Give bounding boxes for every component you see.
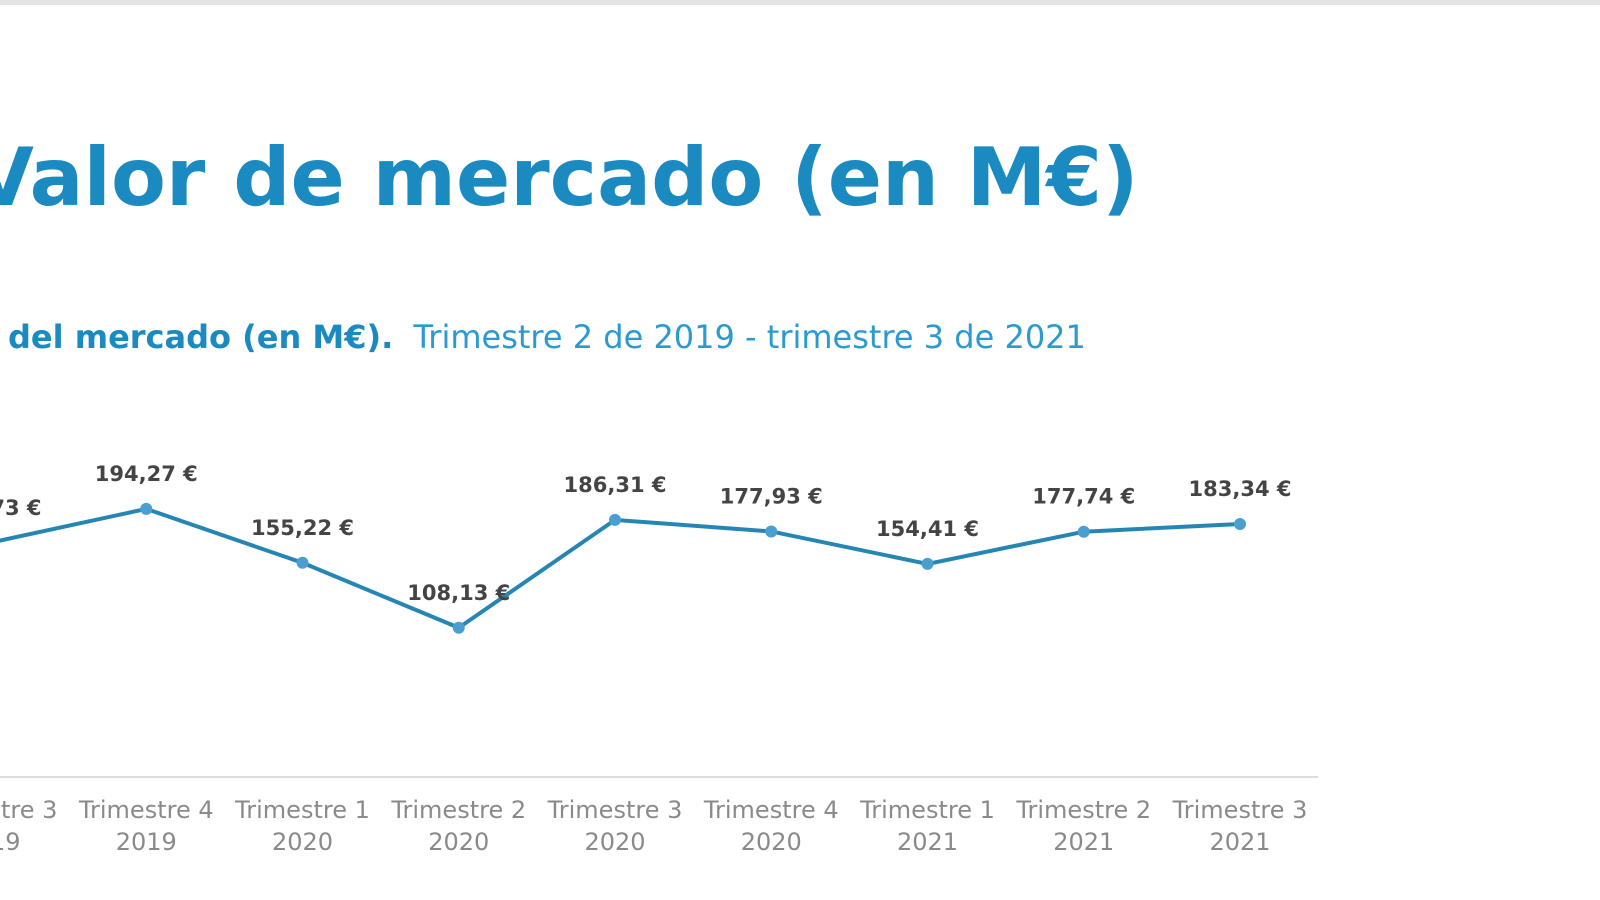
x-tick-label: Trimestre 4 2019: [78, 796, 214, 856]
top-bar: [0, 0, 1600, 5]
tick-line: Trimestre 2: [390, 796, 526, 824]
x-tick-label: Trimestre 3 2021: [1172, 796, 1308, 856]
tick-line: 2019: [116, 828, 177, 856]
subtitle-rest: Trimestre 2 de 2019 - trimestre 3 de 202…: [412, 318, 1085, 356]
value-label: 108,13 €: [407, 581, 510, 605]
tick-line: 2021: [1053, 828, 1114, 856]
tick-line: 2019: [0, 828, 21, 856]
tick-line: Trimestre 3: [1172, 796, 1308, 824]
tick-line: Trimestre 1: [234, 796, 370, 824]
value-label: 177,74 €: [1032, 485, 1135, 509]
value-label: 186,31 €: [564, 473, 667, 497]
x-tick-label: Trimestre 2 2021: [1015, 796, 1151, 856]
point: [921, 557, 934, 570]
tick-line: 2020: [741, 828, 802, 856]
x-tick-label: Trimestre 3 2019: [0, 796, 57, 856]
chart-subtitle: del mercado (en M€). Trimestre 2 de 2019…: [8, 318, 1086, 356]
x-tick-label: Trimestre 1 2020: [234, 796, 370, 856]
tick-line: Trimestre 4: [78, 796, 214, 824]
tick-line: 2020: [428, 828, 489, 856]
value-label: 169,73 €: [0, 496, 41, 520]
value-label: 154,41 €: [876, 517, 979, 541]
tick-line: Trimestre 1: [859, 796, 995, 824]
tick-line: Trimestre 4: [703, 796, 839, 824]
point: [765, 525, 778, 538]
x-tick-label: Trimestre 3 2020: [547, 796, 683, 856]
tick-line: 2021: [897, 828, 958, 856]
point: [1077, 525, 1090, 538]
line: [0, 506, 1241, 631]
tick-line: Trimestre 3: [547, 796, 683, 824]
point: [1234, 517, 1246, 530]
value-label: 183,34 €: [1189, 477, 1292, 501]
x-tick-label: Trimestre 4 2020: [703, 796, 839, 856]
x-tick-label: Trimestre 1 2021: [859, 796, 995, 856]
value-label: 194,27 €: [95, 462, 198, 486]
x-tick-label: Trimestre 2 2020: [390, 796, 526, 856]
point: [296, 556, 309, 569]
tick-line: 2020: [584, 828, 645, 856]
point: [140, 502, 153, 515]
value-label: 177,93 €: [720, 484, 823, 508]
tick-line: Trimestre 3: [0, 796, 57, 824]
point: [452, 621, 465, 634]
point: [609, 513, 621, 526]
subtitle-bold: del mercado (en M€).: [8, 318, 393, 356]
tick-line: 2020: [272, 828, 333, 856]
tick-line: Trimestre 2: [1015, 796, 1151, 824]
tick-line: 2021: [1209, 828, 1270, 856]
chart-title: Valor de mercado (en M€): [0, 131, 1139, 224]
value-label: 155,22 €: [251, 516, 354, 540]
